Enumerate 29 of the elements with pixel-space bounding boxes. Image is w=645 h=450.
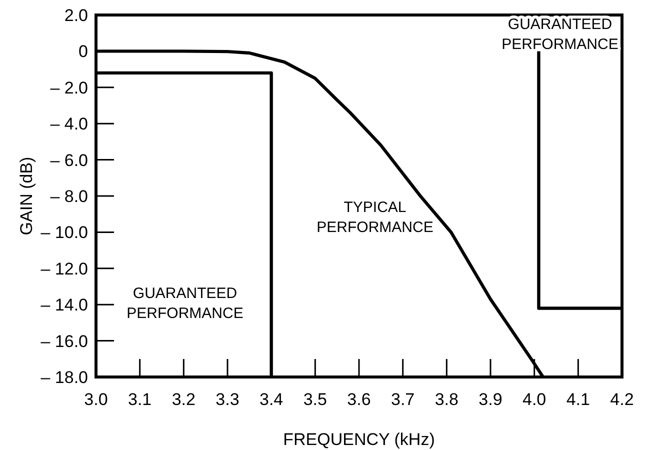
x-tick-label: 3.3 [216, 390, 240, 409]
x-axis-title: FREQUENCY (kHz) [283, 430, 435, 449]
y-tick-label: – 18.0 [40, 368, 88, 387]
y-tick-label: 2.0 [64, 6, 88, 25]
y-tick-label: 0 [78, 42, 88, 62]
y-tick-label: – 10.0 [40, 223, 88, 242]
x-tick-label: 4.2 [610, 390, 634, 409]
y-tick-label: – 12.0 [40, 259, 88, 278]
y-tick-label: – 16.0 [40, 332, 88, 351]
y-axis-title: GAIN (dB) [17, 156, 36, 236]
x-tick-label: 3.6 [347, 390, 371, 409]
x-tick-label: 4.0 [522, 390, 546, 409]
x-tick-label: 3.4 [260, 390, 284, 409]
annotation: GUARANTEED PERFORMANCE [502, 16, 618, 53]
x-tick-label: 3.1 [128, 390, 152, 409]
x-tick-label: 3.0 [84, 390, 108, 409]
x-tick-label: 3.8 [434, 390, 458, 409]
annotation: TYPICAL PERFORMANCE [316, 199, 434, 236]
y-tick-label: – 4.0 [50, 114, 88, 134]
y-tick-label: – 14.0 [40, 296, 88, 315]
y-tick-label: – 8.0 [50, 186, 88, 206]
x-tick-label: 4.1 [566, 390, 590, 409]
y-tick-label: – 2.0 [50, 78, 88, 98]
x-tick-label: 3.5 [303, 390, 327, 409]
x-tick-label: 3.7 [391, 390, 415, 409]
annotation: GUARANTEED PERFORMANCE [126, 285, 244, 322]
y-tick-label: – 6.0 [50, 150, 88, 170]
x-tick-label: 3.2 [172, 390, 196, 409]
x-tick-label: 3.9 [478, 390, 502, 409]
